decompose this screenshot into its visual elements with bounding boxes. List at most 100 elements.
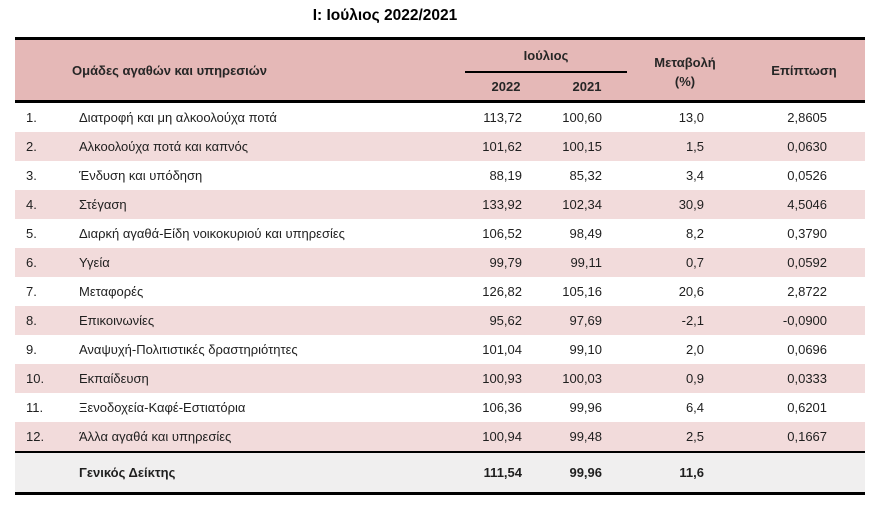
cell-2022: 106,52	[482, 226, 522, 241]
cell-2022: 101,04	[482, 342, 522, 357]
cell-impact: 0,0696	[787, 342, 828, 357]
cell-change: 6,4	[685, 400, 705, 415]
cell-impact: 2,8605	[787, 110, 828, 125]
row-number: 4.	[15, 190, 75, 219]
cell-change: 8,2	[685, 226, 705, 241]
cell-2021: 98,49	[569, 226, 603, 241]
table-row: 10. Εκπαίδευση 100,93 100,03 0,9 0,0333	[15, 364, 866, 393]
cell-change: 3,4	[685, 168, 705, 183]
cell-2022: 126,82	[482, 284, 522, 299]
cpi-table: Ομάδες αγαθών και υπηρεσιών Ιούλιος Μετα…	[15, 37, 866, 495]
cell-2021: 85,32	[569, 168, 603, 183]
table-row: 7. Μεταφορές 126,82 105,16 20,6 2,8722	[15, 277, 865, 306]
cell-2021: 99,10	[569, 342, 603, 357]
cell-2022: 100,94	[465, 422, 547, 452]
table-row: 6. Υγεία 99,79 99,11 0,7 0,0592	[15, 248, 866, 277]
cell-2021: 100,60	[562, 110, 603, 125]
cell-2022: 133,92	[465, 190, 547, 219]
row-number: 9.	[26, 342, 37, 357]
cell-impact: 4,5046	[743, 190, 866, 219]
cell-change: 0,7	[627, 248, 744, 277]
table-title: I: Ιούλιος 2022/2021	[312, 7, 458, 24]
cell-change: 1,5	[627, 132, 744, 161]
cell-2021: 105,16	[562, 284, 603, 299]
column-header-impact: Επίπτωση	[743, 38, 866, 103]
cell-2022: 95,62	[465, 306, 547, 335]
cell-2022: 113,72	[483, 110, 522, 125]
row-number: 11.	[26, 400, 44, 415]
cell-2021: 99,11	[547, 248, 628, 277]
cell-impact: 0,3790	[787, 226, 828, 241]
cell-2022: 100,93	[465, 364, 547, 393]
cell-change: 13,0	[678, 110, 705, 125]
table-row: 5. Διαρκή αγαθά-Είδη νοικοκυριού και υπηρ…	[15, 219, 865, 248]
row-number: 6.	[15, 248, 75, 277]
row-number: 8.	[15, 306, 75, 335]
cell-change: -2,1	[627, 306, 744, 335]
row-label: Εκπαίδευση	[75, 364, 465, 393]
row-label: Διατροφή και μη αλκοολούχα ποτά	[79, 110, 277, 125]
row-number: 10.	[15, 364, 75, 393]
row-label: Στέγαση	[75, 190, 465, 219]
total-row: Γενικός Δείκτης 111,54 99,96 11,6	[15, 451, 866, 494]
column-header-change-unit: (%)	[627, 72, 744, 103]
row-label: Άλλα αγαθά και υπηρεσίες	[75, 422, 465, 452]
cell-2021: 99,48	[547, 422, 628, 452]
total-cell-change: 11,6	[627, 451, 744, 494]
row-label: Αναψυχή-Πολιτιστικές δραστηριότητες	[79, 342, 298, 357]
row-label: Υγεία	[75, 248, 465, 277]
table-header: Ομάδες αγαθών και υπηρεσιών Ιούλιος Μετα…	[15, 38, 866, 103]
cell-impact: 0,0592	[743, 248, 866, 277]
cell-change: 0,9	[627, 364, 744, 393]
row-number: 7.	[26, 284, 37, 299]
table-row: 2. Αλκοολούχα ποτά και καπνός 101,62 100,15…	[15, 132, 866, 161]
cell-2022: 101,62	[465, 132, 547, 161]
cell-impact: 0,0630	[743, 132, 866, 161]
total-row-number	[15, 451, 75, 494]
column-header-change: Μεταβολή	[627, 38, 744, 72]
column-header-month-group: Ιούλιος	[465, 38, 628, 73]
row-number: 12.	[15, 422, 75, 452]
row-label: Διαρκή αγαθά-Είδη νοικοκυριού και υπηρεσ…	[79, 226, 345, 241]
cell-2021: 100,15	[547, 132, 628, 161]
table-body: 1. Διατροφή και μη αλκοολούχα ποτά 113,72 1…	[15, 102, 866, 452]
row-label: Επικοινωνίες	[75, 306, 465, 335]
cell-2021: 97,69	[547, 306, 628, 335]
table-row: 1. Διατροφή και μη αλκοολούχα ποτά 113,72 1…	[15, 102, 865, 133]
cell-2022: 106,36	[482, 400, 522, 415]
cell-change: 2,5	[627, 422, 744, 452]
cell-2022: 88,19	[489, 168, 522, 183]
row-number: 3.	[26, 168, 37, 183]
column-header-2021: 2021	[547, 72, 628, 103]
cell-2022: 99,79	[465, 248, 547, 277]
table-row: 12. Άλλα αγαθά και υπηρεσίες 100,94 99,48 2,…	[15, 422, 866, 452]
total-cell-2022: 111,54	[465, 451, 547, 494]
cell-2021: 102,34	[547, 190, 628, 219]
table-row: 3. Ένδυση και υπόδηση 88,19 85,32 3,4 0,0526	[15, 161, 865, 190]
total-cell-impact	[743, 451, 866, 494]
cell-impact: 2,8722	[787, 284, 828, 299]
row-number: 2.	[15, 132, 75, 161]
column-header-2022: 2022	[465, 72, 547, 103]
row-label: Μεταφορές	[79, 284, 144, 299]
cell-impact: 0,6201	[787, 400, 828, 415]
total-row-label: Γενικός Δείκτης	[75, 451, 465, 494]
cell-change: 30,9	[627, 190, 744, 219]
table-row: 8. Επικοινωνίες 95,62 97,69 -2,1 -0,0900	[15, 306, 866, 335]
row-label: Ξενοδοχεία-Καφέ-Εστιατόρια	[79, 400, 246, 415]
total-cell-2021: 99,96	[547, 451, 628, 494]
cell-change: 20,6	[678, 284, 705, 299]
cell-2021: 100,03	[547, 364, 628, 393]
cell-impact: 0,0333	[743, 364, 866, 393]
table-footer: Γενικός Δείκτης 111,54 99,96 11,6	[15, 451, 866, 494]
column-header-groups: Ομάδες αγαθών και υπηρεσιών	[15, 38, 465, 103]
cell-change: 2,0	[685, 342, 705, 357]
table-row: 11. Ξενοδοχεία-Καφέ-Εστιατόρια 106,36 99,96…	[15, 393, 865, 422]
cell-2021: 99,96	[569, 400, 603, 415]
row-number: 5.	[26, 226, 37, 241]
cell-impact: 0,1667	[743, 422, 866, 452]
row-label: Αλκοολούχα ποτά και καπνός	[75, 132, 465, 161]
cell-impact: -0,0900	[743, 306, 866, 335]
row-number: 1.	[26, 110, 37, 125]
